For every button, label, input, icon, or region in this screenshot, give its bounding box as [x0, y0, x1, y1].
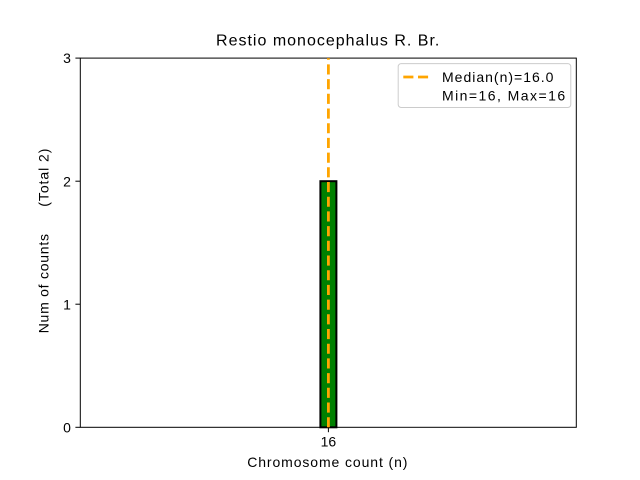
svg-text:Median(n)=16.0: Median(n)=16.0	[442, 69, 554, 85]
svg-text:Restio monocephalus R. Br.: Restio monocephalus R. Br.	[216, 33, 440, 50]
svg-text:Num of counts: Num of counts	[35, 233, 51, 333]
svg-text:3: 3	[63, 50, 71, 66]
svg-text:16: 16	[321, 434, 337, 450]
svg-text:2: 2	[63, 173, 71, 189]
svg-text:Min=16, Max=16: Min=16, Max=16	[442, 87, 567, 103]
svg-text:0: 0	[63, 419, 71, 435]
svg-text:1: 1	[63, 296, 71, 312]
svg-text:Chromosome count (n): Chromosome count (n)	[247, 454, 408, 470]
svg-text:(Total 2): (Total 2)	[35, 148, 51, 207]
